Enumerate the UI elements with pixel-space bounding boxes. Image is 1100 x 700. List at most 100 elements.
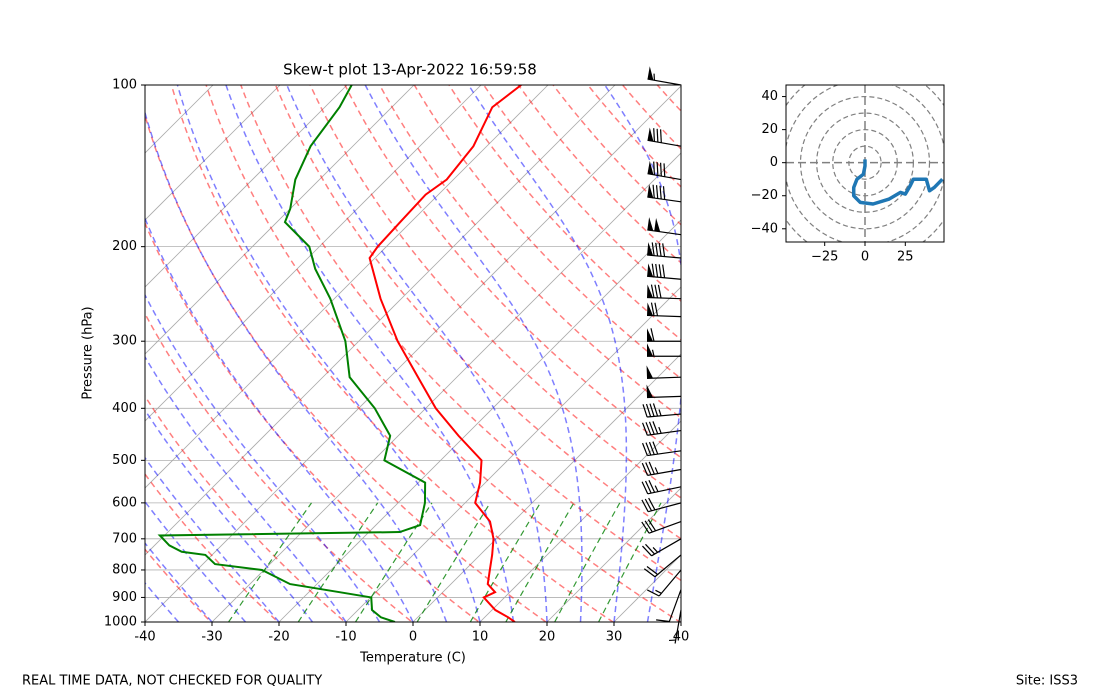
dry-adiabat <box>482 85 681 303</box>
y-axis-label: Pressure (hPa) <box>81 306 96 399</box>
barb-line <box>652 403 659 417</box>
barb-line <box>650 284 655 298</box>
barb-half <box>652 547 659 553</box>
x-tick-label: -20 <box>268 630 289 645</box>
wind-barb <box>642 403 682 418</box>
moist-adiabat <box>145 456 280 622</box>
barb-line <box>655 242 659 257</box>
barb-flag <box>647 343 653 357</box>
dry-adiabat <box>749 73 1100 633</box>
barb-staff <box>647 78 682 86</box>
barb-line <box>653 161 656 175</box>
barb-line <box>662 186 666 200</box>
wind-barb <box>656 589 682 623</box>
barb-flag <box>647 284 654 298</box>
barb-line <box>660 129 662 143</box>
dry-adiabat <box>517 85 681 264</box>
dry-adiabat <box>448 85 681 341</box>
wind-barb <box>647 184 682 203</box>
barb-line <box>651 242 655 256</box>
barb-line <box>648 461 655 475</box>
y-tick-label: 700 <box>112 531 137 546</box>
barb-line <box>652 421 659 435</box>
dry-adiabat <box>378 85 681 419</box>
wind-barb <box>647 217 682 236</box>
wind-barb <box>647 66 682 86</box>
barb-line <box>646 566 658 575</box>
x-tick-label: 25 <box>897 250 914 265</box>
barb-line <box>641 422 648 436</box>
wind-barb <box>647 127 682 147</box>
isotherm <box>211 152 681 622</box>
moist-adiabat <box>145 500 247 622</box>
profile-line <box>157 85 427 622</box>
barb-staff <box>668 589 682 622</box>
hodograph-line <box>851 159 944 206</box>
wind-barb <box>647 160 682 181</box>
barb-line <box>650 328 655 342</box>
y-tick-label: 1000 <box>104 615 137 630</box>
mixing-ratio-line <box>228 502 313 622</box>
dry-adiabat <box>145 394 347 622</box>
barb-flag <box>647 66 654 81</box>
barb-staff <box>647 139 682 147</box>
profiles <box>157 85 522 622</box>
barb-staff <box>647 229 682 236</box>
wind-barb <box>669 609 682 644</box>
y-tick-label: 900 <box>112 590 137 605</box>
wind-barb <box>641 519 682 534</box>
isotherm <box>145 85 415 355</box>
barb-staff <box>651 538 682 557</box>
barb-flag <box>647 127 654 142</box>
dry-adiabat <box>621 85 681 150</box>
y-tick-label: 300 <box>112 334 137 349</box>
barb-staff <box>648 520 682 534</box>
x-tick-label: 30 <box>606 630 623 645</box>
y-tick-label: 200 <box>112 239 137 254</box>
y-tick-label: 500 <box>112 453 137 468</box>
barb-half <box>654 485 659 492</box>
background-lines <box>145 73 1100 633</box>
wind-barb <box>647 263 682 280</box>
wind-barb <box>641 461 682 476</box>
barb-flag <box>647 263 654 277</box>
barb-staff <box>647 429 682 436</box>
barb-staff <box>648 502 682 513</box>
isotherm <box>145 85 214 154</box>
barb-line <box>648 441 655 455</box>
skewt-plot: -40 -30 -20 -10 0 10 20 30 401002003004005006007… <box>104 66 689 645</box>
dry-adiabat <box>309 85 681 499</box>
barb-line <box>655 263 659 278</box>
wind-barb <box>647 328 681 342</box>
isotherm <box>278 219 681 622</box>
barb-flag <box>654 218 661 232</box>
x-tick-label: -30 <box>201 630 222 645</box>
x-tick-label: -40 <box>134 630 155 645</box>
barb-line <box>652 441 659 455</box>
wind-barb <box>646 384 682 399</box>
dry-adiabat <box>145 113 548 622</box>
isotherm <box>145 85 549 489</box>
barb-line <box>658 264 662 278</box>
isotherm <box>145 85 281 221</box>
y-tick-label: −40 <box>751 221 778 236</box>
dry-adiabat <box>145 221 481 622</box>
barb-line <box>648 497 656 511</box>
moist-adiabat <box>145 110 448 622</box>
y-tick-label: 800 <box>112 562 137 577</box>
barb-line <box>645 462 652 476</box>
dry-adiabat <box>145 472 280 622</box>
barb-staff <box>658 569 682 597</box>
dry-adiabat <box>145 312 414 622</box>
barb-flag <box>646 365 654 379</box>
dry-adiabat <box>274 85 681 540</box>
y-tick-label: 20 <box>761 122 778 137</box>
y-tick-label: −20 <box>751 188 778 203</box>
barb-line <box>656 128 659 143</box>
barb-staff <box>647 450 682 457</box>
barb-line <box>654 284 659 298</box>
dry-adiabat <box>681 73 1100 633</box>
barb-flag <box>647 242 654 256</box>
barb-line <box>662 243 666 257</box>
